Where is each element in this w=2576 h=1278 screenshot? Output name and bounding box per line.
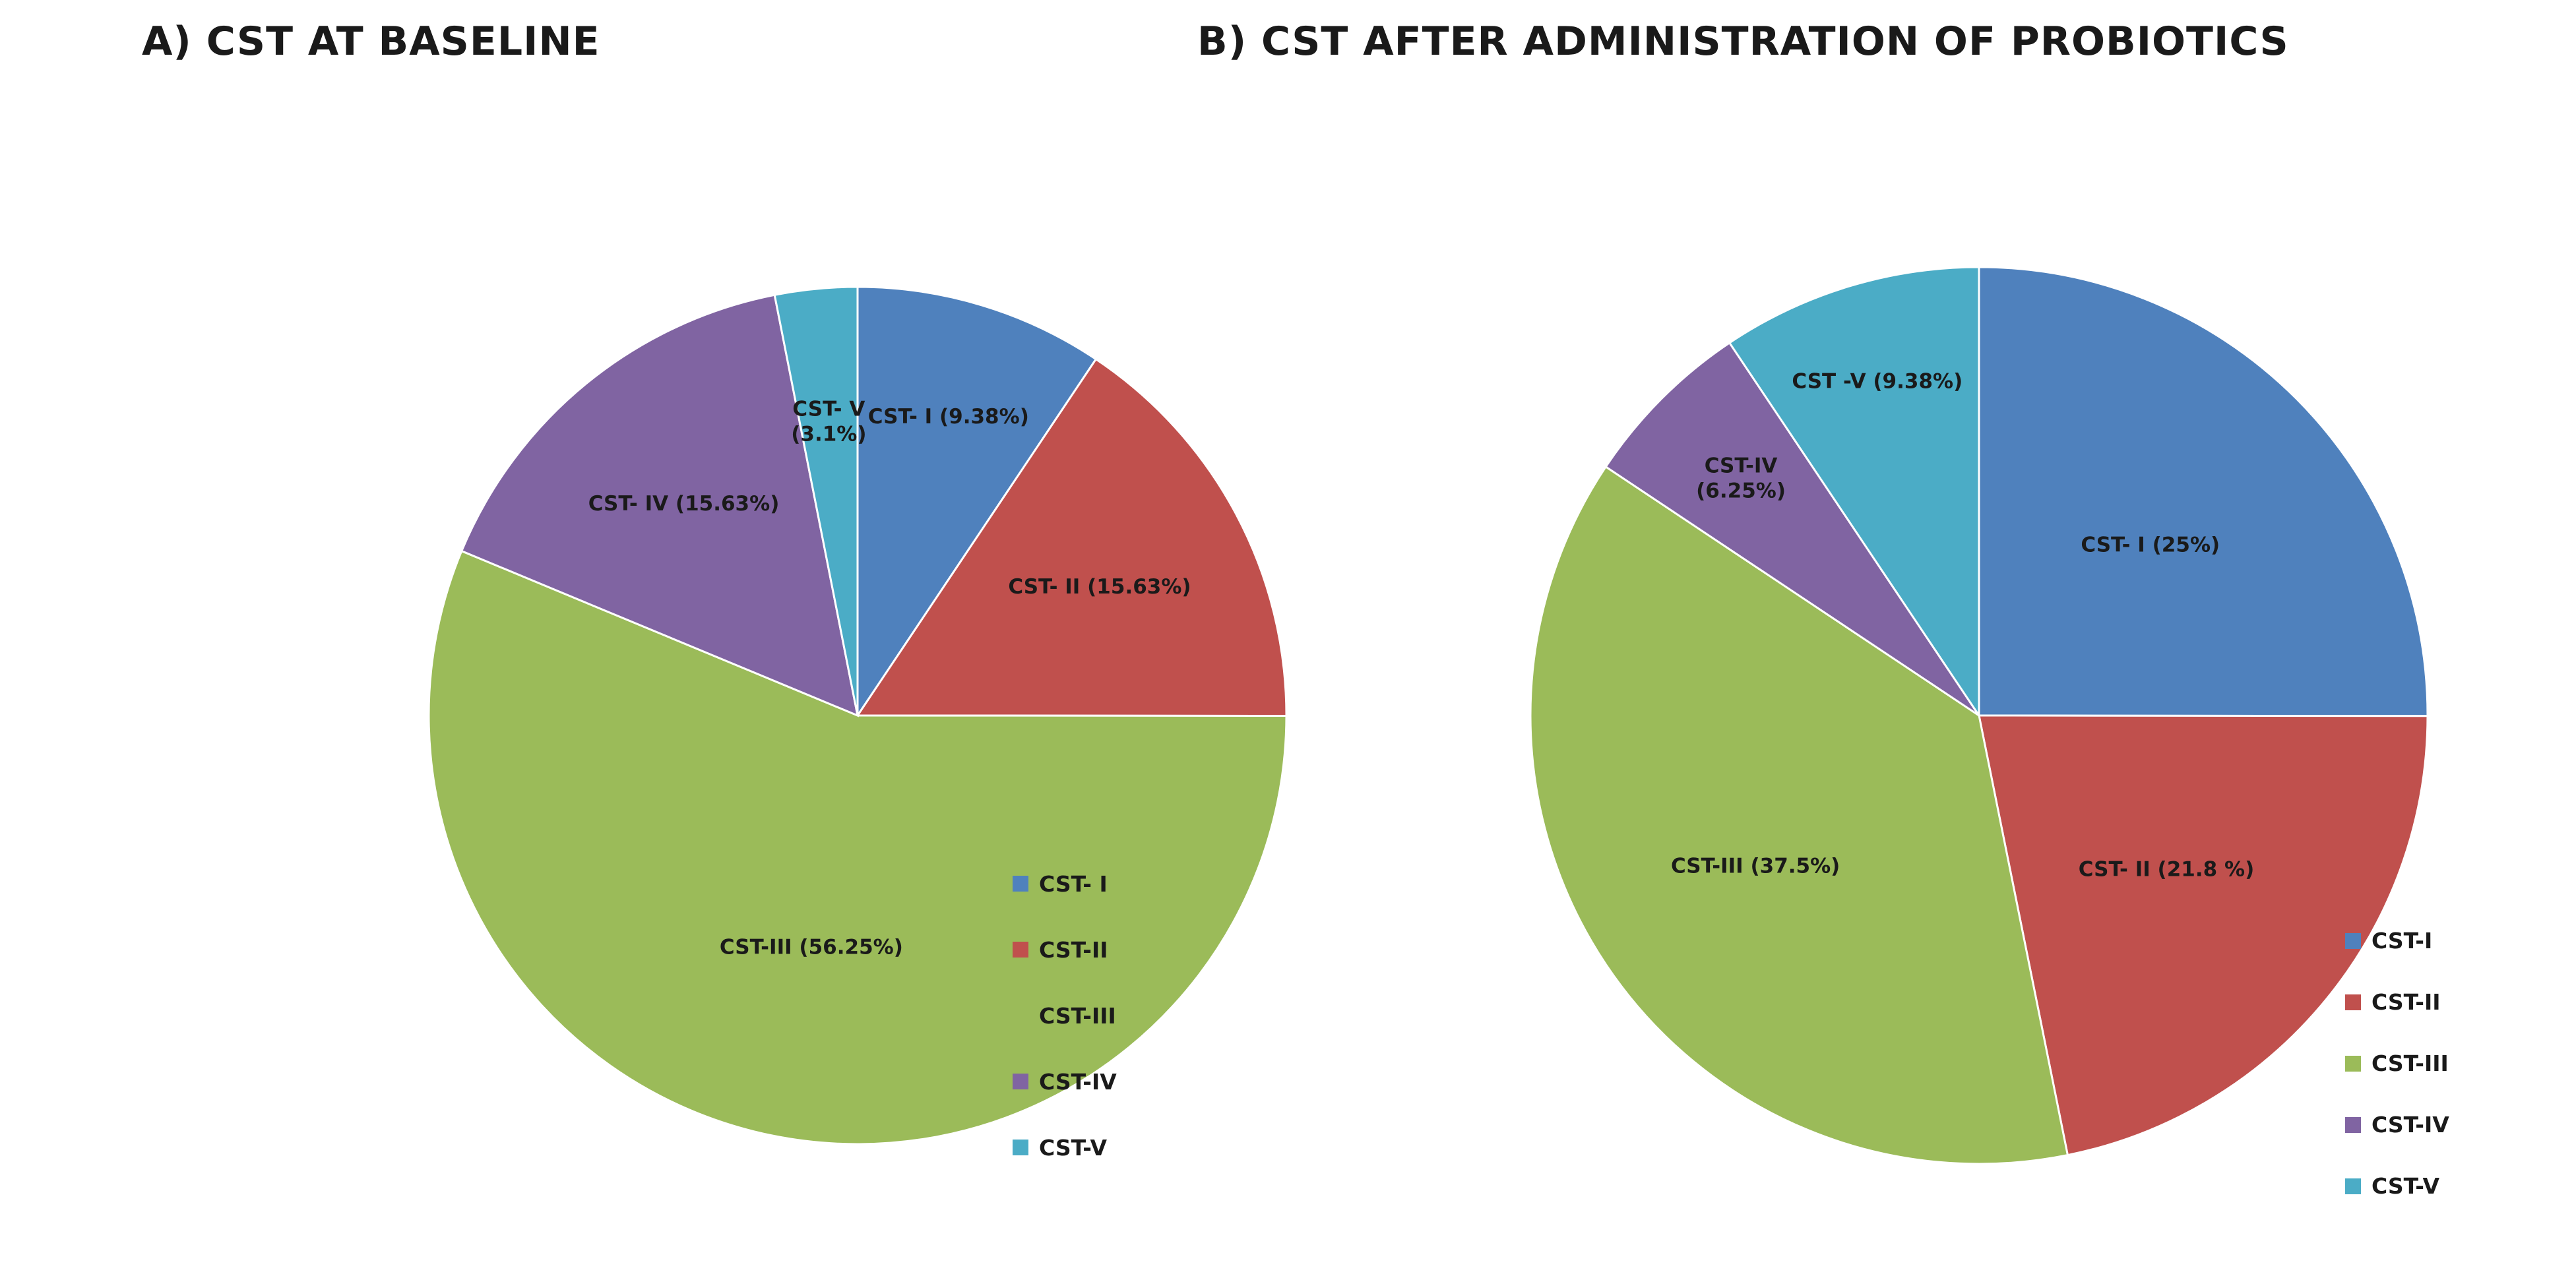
legend-item: CST-III xyxy=(2345,1033,2449,1094)
slice-label-line: CST-IV xyxy=(1705,454,1778,478)
legend-label: CST-IV xyxy=(1039,1068,1117,1095)
legend-label: CST-V xyxy=(2372,1173,2440,1199)
legend-item: CST-IV xyxy=(1013,1049,1117,1114)
pie-a-slice-5 xyxy=(773,286,859,716)
legend-item: CST-II xyxy=(2345,971,2449,1033)
legend-swatch xyxy=(1013,876,1028,892)
pie-b-slice-label-4: CST-IV (6.25%) xyxy=(1696,454,1786,503)
slice-label-line: CST- IV (15.63%) xyxy=(588,492,780,516)
legend-label: CST-I xyxy=(2372,928,2433,954)
pie-a-slice-label-1: CST- I (9.38%) xyxy=(868,405,1029,429)
legend-swatch xyxy=(2345,1116,2361,1133)
pie-b-slice-2 xyxy=(1978,714,2429,1157)
pie-b-slice-3 xyxy=(1529,465,2069,1165)
legend-swatch xyxy=(2345,994,2361,1010)
pie-b-slice-1 xyxy=(1978,266,2429,717)
legend-swatch xyxy=(2345,932,2361,949)
legend-item: CST-IV xyxy=(2345,1094,2449,1155)
legend-swatch xyxy=(1013,1074,1028,1089)
slice-label-line: CST- II (15.63%) xyxy=(1008,575,1191,599)
chart-a-title: A) CST AT BASELINE xyxy=(142,18,600,65)
slice-label-line: CST-III (56.25%) xyxy=(720,936,903,959)
legend-swatch xyxy=(1013,942,1028,958)
legend-label: CST-III xyxy=(1039,1002,1116,1029)
pie-b-slice-label-1: CST- I (25%) xyxy=(2081,533,2220,557)
slice-label-line: CST- II (21.8 %) xyxy=(2079,858,2254,882)
legend-label: CST-IV xyxy=(2372,1112,2449,1138)
chart-b-title: B) CST AFTER ADMINISTRATION OF PROBIOTIC… xyxy=(1197,18,2289,65)
slice-label-line: CST -V (9.38%) xyxy=(1792,369,1963,393)
legend-item: CST-V xyxy=(2345,1155,2449,1217)
slice-label-line: (3.1%) xyxy=(791,423,866,446)
chart-b-legend: CST-I CST-II CST-III CST-IV CST-V xyxy=(2345,910,2449,1217)
pie-b-slice-label-2: CST- II (21.8 %) xyxy=(2079,858,2254,882)
chart-a-legend: CST- I CST-II CST-III CST-IV CST-V xyxy=(1013,851,1117,1180)
legend-label: CST-II xyxy=(1039,936,1108,963)
pie-b-slice-4 xyxy=(1604,341,1980,717)
legend-swatch xyxy=(1013,1140,1028,1155)
slice-label-line: CST- I (9.38%) xyxy=(868,405,1029,429)
pie-b-slice-label-3: CST-III (37.5%) xyxy=(1671,854,1840,878)
pie-a-slice-label-2: CST- II (15.63%) xyxy=(1008,575,1191,599)
pie-b-slice-label-5: CST -V (9.38%) xyxy=(1792,369,1963,393)
slice-label-line: CST-III (37.5%) xyxy=(1671,854,1840,878)
legend-item: CST-II xyxy=(1013,917,1117,983)
pie-b-slice-5 xyxy=(1728,266,1980,719)
pie-a-slice-4 xyxy=(460,293,860,717)
pie-a-slice-3 xyxy=(427,549,1288,1145)
legend-label: CST- I xyxy=(1039,870,1108,897)
pie-a-slice-label-3: CST-III (56.25%) xyxy=(720,936,903,959)
pie-a-slice-2 xyxy=(856,357,1288,717)
slice-label-line: CST- V xyxy=(792,398,865,421)
legend-item: CST-V xyxy=(1013,1114,1117,1180)
legend-swatch xyxy=(2345,1178,2361,1194)
slice-label-line: CST- I (25%) xyxy=(2081,533,2220,557)
pie-a-slice-label-4: CST- IV (15.63%) xyxy=(588,492,780,516)
pie-a-slice-1 xyxy=(856,286,1098,719)
legend-item: CST- I xyxy=(1013,851,1117,917)
pie-a-slice-label-5: CST- V (3.1%) xyxy=(791,398,866,446)
slice-label-line: (6.25%) xyxy=(1696,479,1786,503)
legend-swatch xyxy=(2345,1055,2361,1072)
legend-swatch xyxy=(1013,1008,1028,1023)
legend-label: CST-V xyxy=(1039,1134,1108,1161)
legend-item: CST-III xyxy=(1013,983,1117,1049)
legend-item: CST-I xyxy=(2345,910,2449,971)
legend-label: CST-II xyxy=(2372,989,2441,1015)
legend-label: CST-III xyxy=(2372,1050,2449,1076)
